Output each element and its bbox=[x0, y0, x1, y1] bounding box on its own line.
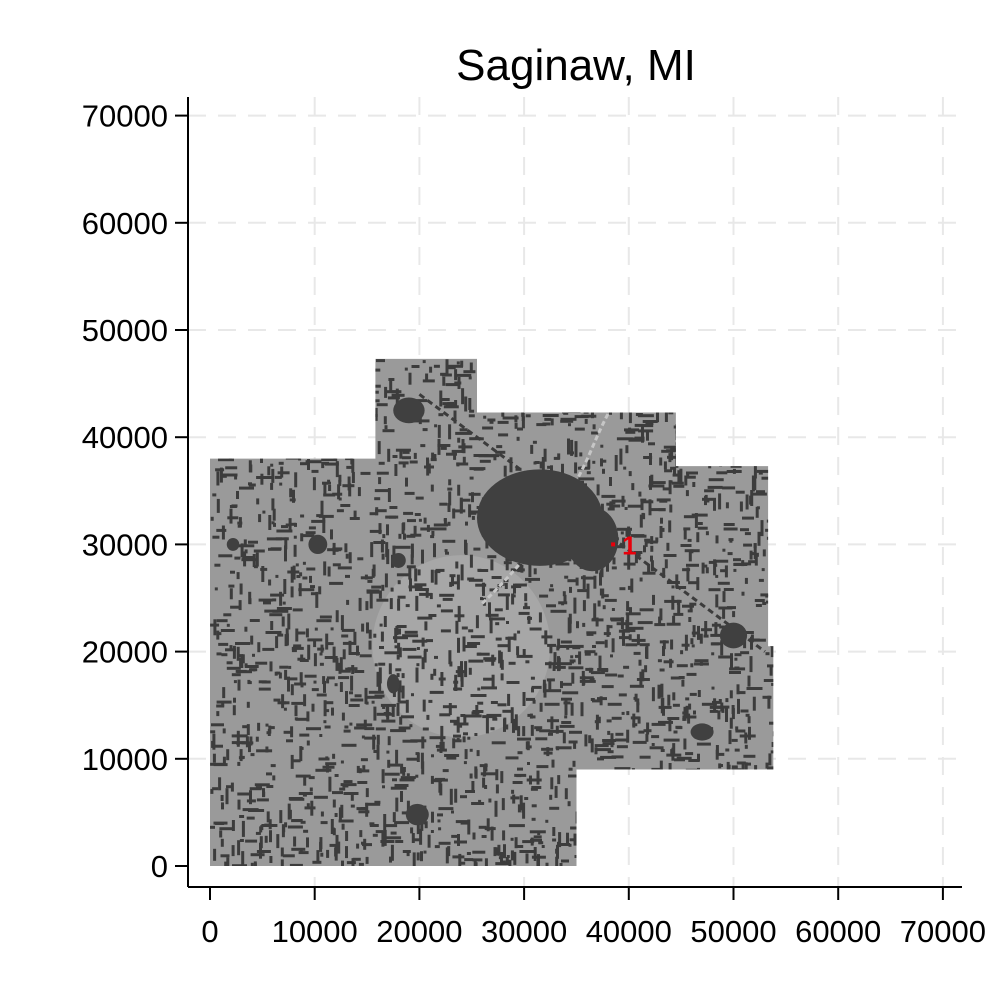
urban-cluster bbox=[386, 674, 400, 694]
urban-cluster bbox=[565, 506, 619, 572]
urban-cluster bbox=[405, 803, 429, 826]
axes: 0 10000 20000 30000 40000 50000 60000 70000 0 100… bbox=[82, 97, 986, 949]
y-tick-label: 60000 bbox=[82, 206, 168, 241]
x-tick-label: 50000 bbox=[690, 914, 776, 949]
urban-cluster bbox=[393, 397, 425, 424]
markers: 1 bbox=[611, 530, 637, 560]
marker-label: 1 bbox=[622, 530, 636, 560]
x-tick-label: 70000 bbox=[900, 914, 986, 949]
x-tick-label: 40000 bbox=[586, 914, 672, 949]
x-tick-label: 20000 bbox=[376, 914, 462, 949]
chart-title: Saginaw, MI bbox=[456, 41, 696, 90]
y-tick-label: 50000 bbox=[82, 313, 168, 348]
y-tick-label: 70000 bbox=[82, 99, 168, 134]
y-tick-label: 10000 bbox=[82, 742, 168, 777]
urban-cluster bbox=[226, 537, 240, 551]
y-tick-label: 40000 bbox=[82, 420, 168, 455]
urban-cluster bbox=[719, 622, 748, 649]
x-tick-label: 30000 bbox=[481, 914, 567, 949]
y-tick-label: 20000 bbox=[82, 635, 168, 670]
x-tick-label: 60000 bbox=[795, 914, 881, 949]
river bbox=[481, 392, 631, 605]
urban-cluster bbox=[308, 534, 328, 555]
marker-dot bbox=[611, 542, 616, 547]
x-tick-label: 0 bbox=[201, 914, 218, 949]
urban-cluster bbox=[690, 723, 714, 741]
x-tick-label: 10000 bbox=[272, 914, 358, 949]
urban-cluster bbox=[391, 552, 406, 568]
y-tick-label: 0 bbox=[151, 849, 168, 884]
y-tick-label: 30000 bbox=[82, 527, 168, 562]
